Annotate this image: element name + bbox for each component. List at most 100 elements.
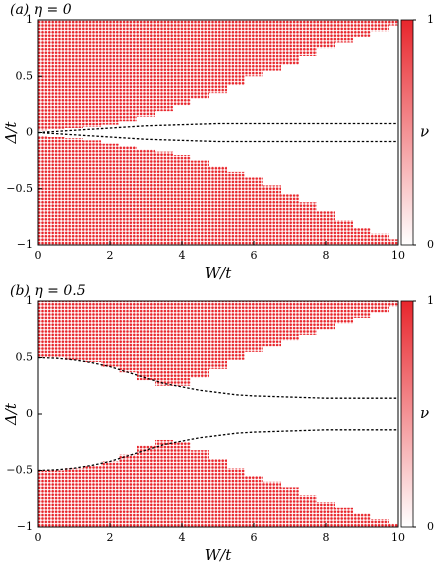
- region-column: [47, 137, 65, 245]
- region-column: [101, 20, 119, 125]
- region-column: [155, 151, 173, 245]
- y-tick-label: 0: [26, 407, 33, 420]
- region-column: [191, 450, 209, 527]
- y-tick-label: 1: [26, 13, 33, 26]
- colorbar: [400, 19, 414, 246]
- x-tick-label: 4: [179, 531, 186, 544]
- dashed-line: [37, 429, 398, 472]
- region-column: [119, 146, 137, 245]
- region-column: [101, 301, 119, 367]
- region-column: [299, 20, 317, 56]
- region-column: [38, 20, 47, 131]
- x-tick-label: 10: [391, 531, 405, 544]
- region-column: [281, 301, 299, 341]
- region-column: [65, 138, 83, 245]
- x-tick-label: 0: [35, 249, 42, 262]
- region-column: [299, 495, 317, 527]
- region-column: [47, 301, 65, 358]
- region-column: [245, 301, 263, 352]
- region-column: [281, 487, 299, 527]
- region-column: [83, 20, 101, 127]
- region-column: [83, 140, 101, 245]
- region-column: [389, 523, 398, 527]
- region-column: [209, 20, 227, 94]
- x-tick-label: 8: [323, 531, 330, 544]
- dashed-line: [37, 131, 398, 143]
- region-column: [389, 239, 398, 245]
- y-axis-label: Δ/t: [2, 402, 20, 426]
- region-column: [227, 171, 245, 245]
- region-column: [209, 301, 227, 369]
- y-tick-label: 0.5: [16, 351, 34, 364]
- x-tick-label: 4: [179, 249, 186, 262]
- region-column: [263, 481, 281, 527]
- region-column: [137, 20, 155, 117]
- region-column: [155, 439, 173, 527]
- region-column: [137, 445, 155, 527]
- region-column: [38, 470, 47, 527]
- y-tick-label: 0.5: [16, 69, 34, 82]
- region-column: [281, 20, 299, 65]
- region-column: [371, 233, 389, 245]
- region-column: [155, 301, 173, 386]
- region-column: [353, 228, 371, 245]
- region-column: [227, 468, 245, 527]
- colorbar: [400, 300, 414, 528]
- dashed-line: [37, 356, 398, 399]
- region-column: [317, 211, 335, 245]
- region-column: [389, 301, 398, 307]
- region-column: [371, 519, 389, 527]
- x-tick-label: 8: [323, 249, 330, 262]
- colorbar-label: ν: [420, 123, 429, 141]
- colorbar-label: ν: [420, 404, 429, 422]
- region-column: [335, 220, 353, 245]
- y-axis-label: Δ/t: [2, 121, 20, 145]
- region-column: [389, 20, 398, 26]
- region-column: [101, 461, 119, 527]
- region-column: [263, 20, 281, 71]
- region-column: [335, 507, 353, 527]
- panel-title: (a) η = 0: [10, 2, 72, 18]
- region-column: [173, 442, 191, 527]
- x-axis-label: W/t: [205, 264, 232, 282]
- region-column: [353, 513, 371, 527]
- region-column: [119, 454, 137, 527]
- region-column: [281, 194, 299, 245]
- colorbar-tick-label: 1: [427, 13, 434, 26]
- region-column: [65, 20, 83, 128]
- x-tick-label: 6: [251, 531, 258, 544]
- colorbar-tick-label: 0: [427, 520, 434, 533]
- region-column: [245, 20, 263, 77]
- region-column: [299, 301, 317, 335]
- y-tick-label: −1: [17, 520, 33, 533]
- region-column: [353, 20, 371, 37]
- x-axis-label: W/t: [205, 546, 232, 563]
- region-column: [335, 301, 353, 324]
- region-column: [299, 202, 317, 245]
- y-tick-label: −1: [17, 238, 33, 251]
- region-column: [47, 20, 65, 130]
- x-tick-label: 2: [107, 531, 114, 544]
- region-column: [371, 301, 389, 313]
- y-tick-label: −0.5: [6, 464, 33, 477]
- region-column: [191, 301, 209, 378]
- region-column: [263, 301, 281, 347]
- y-tick-label: −0.5: [6, 182, 33, 195]
- region-column: [65, 468, 83, 527]
- region-column: [209, 166, 227, 245]
- region-column: [83, 301, 101, 363]
- region-column: [65, 301, 83, 360]
- dashed-line: [37, 122, 398, 134]
- region-column: [263, 185, 281, 245]
- x-tick-label: 10: [391, 249, 405, 262]
- y-tick-label: 0: [26, 126, 33, 139]
- region-column: [137, 149, 155, 245]
- region-column: [47, 470, 65, 527]
- panel-title: (b) η = 0.5: [10, 283, 86, 299]
- region-column: [335, 20, 353, 43]
- region-column: [209, 459, 227, 527]
- region-column: [137, 301, 155, 381]
- region-column: [38, 301, 47, 358]
- x-tick-label: 0: [35, 531, 42, 544]
